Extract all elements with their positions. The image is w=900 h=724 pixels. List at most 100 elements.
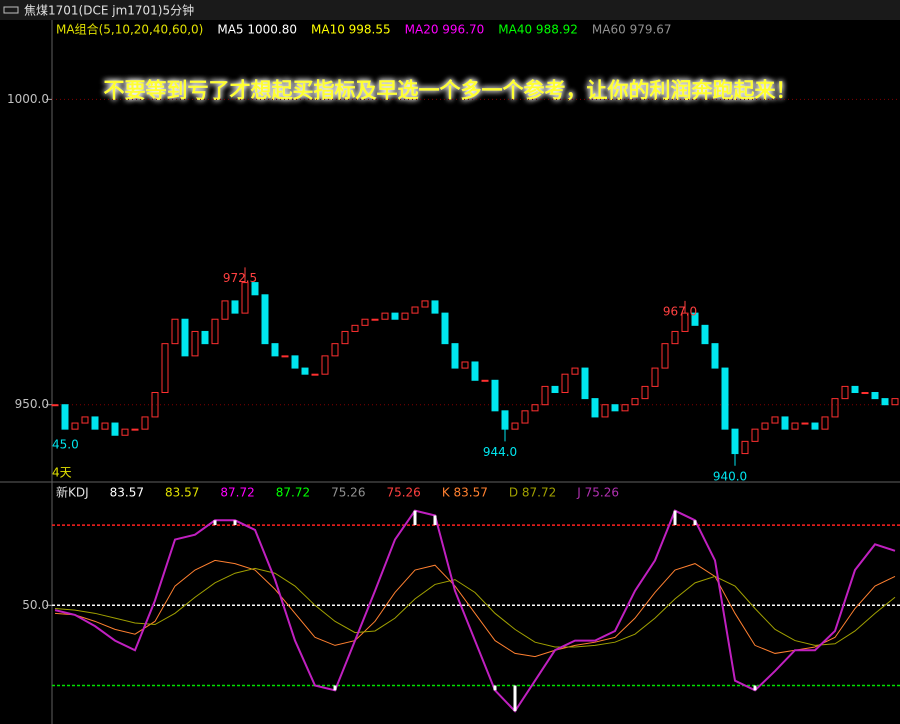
candle bbox=[461, 361, 469, 369]
y-tick-label: 50.0 bbox=[22, 598, 49, 612]
kdj-legend: 87.72 bbox=[276, 486, 310, 500]
candle bbox=[551, 385, 559, 394]
kdj-legend: 83.57 bbox=[165, 486, 199, 500]
candle bbox=[781, 416, 789, 430]
candle bbox=[151, 392, 159, 418]
banner: 不要等到亏了才想起买指标及早选一个多一个参考，让你的利润奔跑起来！ bbox=[104, 78, 797, 103]
candle bbox=[831, 398, 839, 418]
candle bbox=[721, 367, 729, 430]
ma-legend: MA5 1000.80 bbox=[217, 23, 297, 37]
candle bbox=[611, 404, 619, 412]
candle bbox=[61, 404, 69, 430]
candle bbox=[341, 330, 349, 345]
extreme-label: 972.5 bbox=[223, 271, 257, 285]
candle bbox=[251, 282, 259, 296]
candle bbox=[221, 300, 229, 320]
candle bbox=[891, 398, 899, 406]
candle bbox=[561, 373, 569, 394]
candle bbox=[321, 355, 329, 375]
y-tick-label: 1000.0 bbox=[7, 92, 49, 106]
candle bbox=[851, 385, 859, 394]
candle bbox=[771, 416, 779, 424]
candle bbox=[211, 318, 219, 345]
candle bbox=[171, 318, 179, 345]
ma-legend: MA60 979.67 bbox=[592, 23, 672, 37]
candle bbox=[701, 324, 709, 345]
candle bbox=[241, 282, 249, 314]
candle bbox=[201, 330, 209, 345]
y-tick-label: 950.0 bbox=[15, 397, 49, 411]
candle bbox=[291, 355, 299, 369]
extreme-label: 944.0 bbox=[483, 445, 517, 459]
ma-legend: MA组合(5,10,20,40,60,0) bbox=[56, 22, 203, 37]
extreme-label: 940.0 bbox=[713, 469, 747, 483]
candle bbox=[261, 294, 269, 345]
kdj-legend: K 83.57 bbox=[442, 486, 488, 500]
candle bbox=[581, 367, 589, 400]
window-title: 焦煤1701(DCE jm1701)5分钟 bbox=[24, 3, 194, 18]
left-label: 4天 bbox=[52, 466, 72, 480]
title-bar bbox=[0, 0, 900, 20]
candle bbox=[621, 404, 629, 412]
candle bbox=[381, 312, 389, 320]
kdj-legend: 75.26 bbox=[386, 486, 420, 500]
candle bbox=[661, 343, 669, 369]
candle bbox=[741, 440, 749, 455]
candle bbox=[731, 428, 739, 455]
candle bbox=[671, 330, 679, 345]
candle bbox=[131, 428, 139, 431]
candle bbox=[361, 318, 369, 326]
candle bbox=[431, 300, 439, 314]
candle bbox=[281, 355, 289, 358]
left-label: 45.0 bbox=[52, 438, 79, 452]
candle bbox=[641, 385, 649, 400]
candle bbox=[801, 422, 809, 425]
candle bbox=[71, 422, 79, 430]
candle bbox=[651, 367, 659, 387]
candle bbox=[121, 428, 129, 436]
candle bbox=[231, 300, 239, 314]
candle bbox=[191, 330, 199, 357]
candle bbox=[111, 422, 119, 436]
candle bbox=[141, 416, 149, 430]
candle bbox=[811, 422, 819, 430]
candle bbox=[601, 404, 609, 418]
candle bbox=[91, 416, 99, 430]
candle bbox=[881, 398, 889, 406]
candle bbox=[541, 385, 549, 406]
kdj-legend: 87.72 bbox=[220, 486, 254, 500]
candle bbox=[711, 343, 719, 369]
candle bbox=[101, 422, 109, 430]
candle bbox=[441, 312, 449, 345]
candle bbox=[271, 343, 279, 357]
candle bbox=[491, 379, 499, 412]
candle bbox=[451, 343, 459, 369]
candle bbox=[631, 398, 639, 406]
candle bbox=[571, 367, 579, 375]
candle bbox=[791, 422, 799, 430]
extreme-label: 967.0 bbox=[663, 304, 697, 318]
kdj-legend: 83.57 bbox=[110, 486, 144, 500]
candle bbox=[391, 312, 399, 320]
candle bbox=[311, 373, 319, 376]
kdj-line bbox=[54, 509, 896, 713]
kdj-line bbox=[54, 559, 896, 658]
candle bbox=[401, 312, 409, 320]
candle bbox=[521, 410, 529, 424]
kdj-legend: 新KDJ bbox=[56, 485, 89, 500]
candle bbox=[871, 392, 879, 400]
ma-legend: MA10 998.55 bbox=[311, 23, 391, 37]
candle bbox=[531, 404, 539, 412]
kdj-legend: J 75.26 bbox=[576, 486, 619, 500]
candle bbox=[421, 300, 429, 308]
candle bbox=[821, 416, 829, 430]
candle bbox=[351, 324, 359, 332]
window-icon[interactable] bbox=[3, 6, 19, 14]
kdj-legend: 75.26 bbox=[331, 486, 365, 500]
candle bbox=[81, 416, 89, 424]
candle bbox=[501, 410, 509, 430]
kdj-line bbox=[54, 567, 896, 648]
candle bbox=[861, 392, 869, 395]
ma-legend: MA40 988.92 bbox=[498, 23, 578, 37]
